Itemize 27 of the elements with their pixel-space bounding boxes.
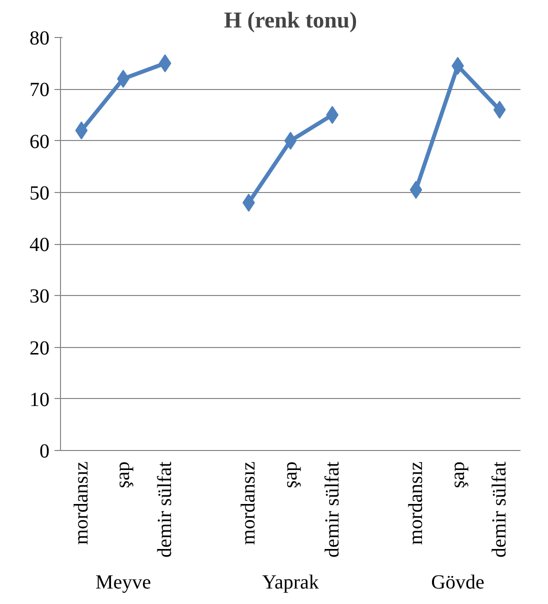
x-tick-label: şap: [446, 461, 469, 488]
x-tick-label: demir sülfat: [321, 461, 344, 558]
x-tick-label: mordansız: [404, 461, 427, 545]
y-tick-label: 70: [30, 79, 50, 102]
x-tick-label: demir sülfat: [488, 461, 511, 558]
x-tick-label: demir sülfat: [154, 461, 176, 558]
point: [284, 132, 297, 150]
y-tick-label: 80: [30, 28, 50, 50]
point: [75, 121, 88, 140]
x-tick-label: şap: [112, 461, 134, 488]
y-tick-label: 10: [30, 388, 50, 411]
y-tick-label: 20: [30, 337, 50, 360]
text: Meyve: [95, 572, 152, 594]
point: [410, 180, 422, 199]
y-tick-label: 60: [30, 130, 50, 153]
text: Yaprak: [262, 572, 319, 594]
y-tick-label: 30: [30, 286, 50, 308]
y-tick-label: 40: [30, 234, 50, 256]
text: Gövde: [431, 572, 485, 594]
chart-title: H (renk tonu): [224, 8, 358, 32]
x-tick-label: mordansız: [70, 461, 92, 545]
point: [493, 100, 506, 119]
y-tick-label: 0: [40, 440, 50, 462]
y-tick-label: 50: [30, 182, 50, 204]
x-tick-label: şap: [280, 461, 302, 488]
point: [158, 54, 172, 72]
x-tick-label: mordansız: [238, 461, 260, 545]
